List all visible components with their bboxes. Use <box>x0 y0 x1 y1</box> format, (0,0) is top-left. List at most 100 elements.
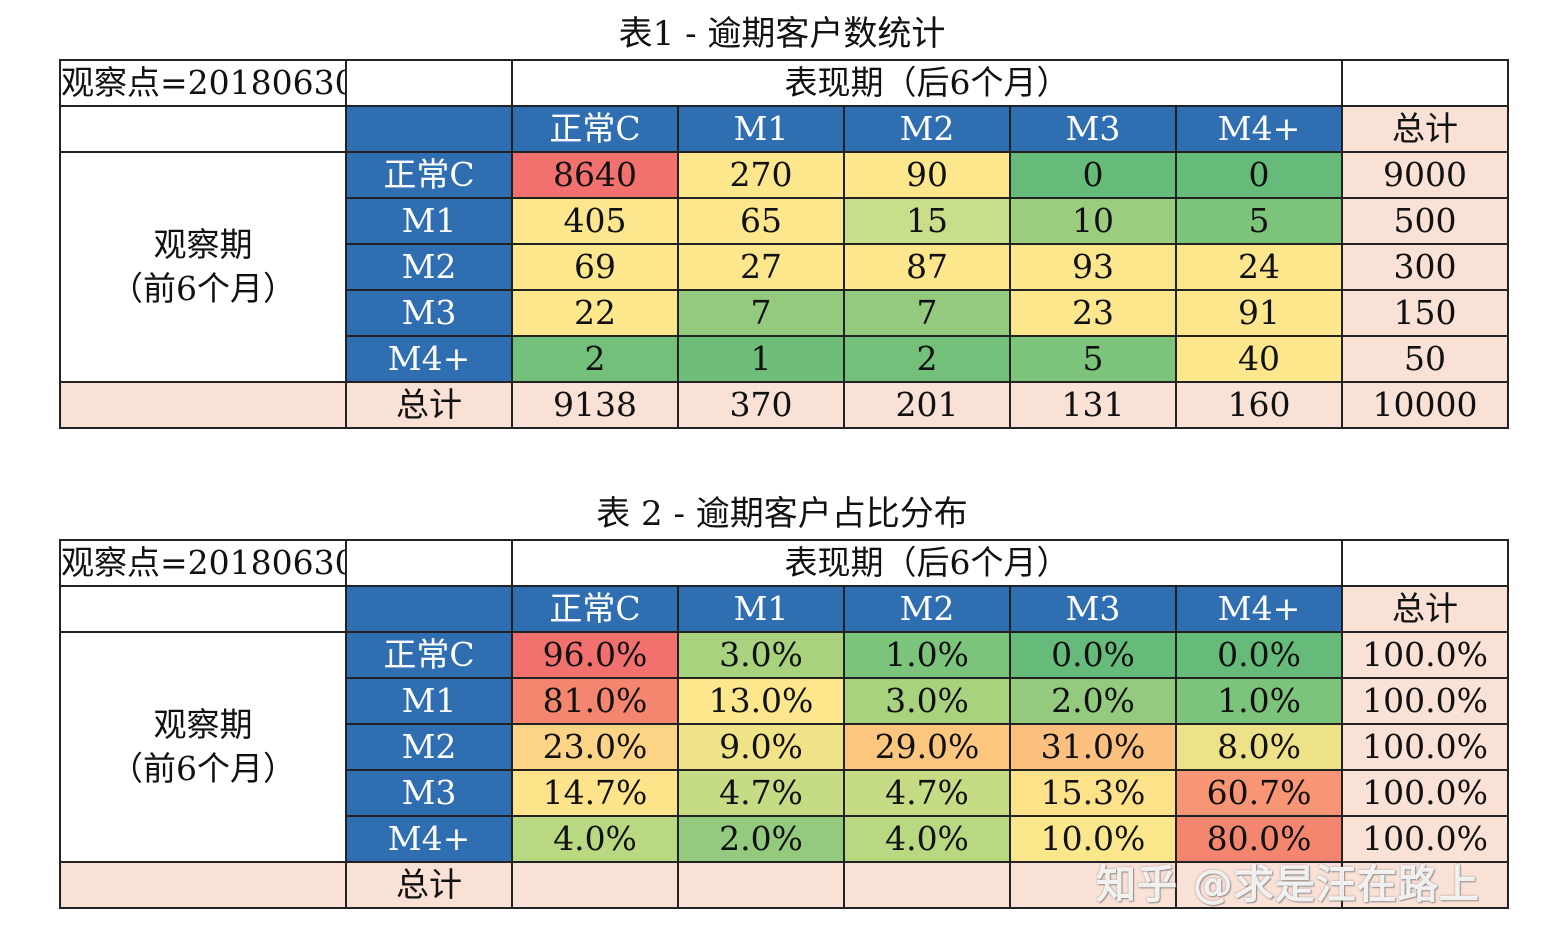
column-header-row: 正常C M1 M2 M3 M4+ 总计 <box>59 585 1510 633</box>
row-total-cell: 500 <box>1341 197 1510 245</box>
table2-title: 表 2 - 逾期客户占比分布 <box>596 494 968 534</box>
empty-cell <box>345 59 513 107</box>
row-header: 正常C <box>345 631 513 679</box>
matrix-cell: 31.0% <box>1009 723 1177 771</box>
matrix-cell: 22 <box>511 289 679 337</box>
empty-cell <box>1341 59 1510 107</box>
matrix-cell: 90 <box>843 151 1011 199</box>
row-header: M2 <box>345 723 513 771</box>
column-header: 正常C <box>511 105 679 153</box>
matrix-cell: 80.0% <box>1174 815 1344 863</box>
column-header-row: 正常C M1 M2 M3 M4+ 总计 <box>59 105 1510 153</box>
row-total-cell: 100.0% <box>1341 723 1510 771</box>
table-row: M3 14.7% 4.7% 4.7% 15.3% 60.7% 100.0% <box>60 769 1510 817</box>
matrix-cell: 1.0% <box>843 631 1011 679</box>
matrix-cell: 40 <box>1174 335 1344 383</box>
column-header: 正常C <box>511 585 679 633</box>
performance-period-label: 表现期（后6个月） <box>510 539 1344 587</box>
matrix-cell: 4.0% <box>843 815 1011 863</box>
matrix-cell: 0.0% <box>1009 631 1177 679</box>
matrix-cell: 65 <box>677 197 845 245</box>
observation-period-range: （前6个月） <box>110 269 296 308</box>
column-header: M3 <box>1009 105 1177 153</box>
matrix-cell: 5 <box>1174 197 1344 245</box>
matrix-cell: 3.0% <box>843 677 1011 725</box>
total-row-label: 总计 <box>345 381 513 429</box>
column-total-cell <box>1341 861 1510 909</box>
column-header: M1 <box>677 585 845 633</box>
row-total-cell: 100.0% <box>1341 815 1510 863</box>
column-header: M4+ <box>1174 585 1344 633</box>
matrix-cell: 7 <box>843 289 1011 337</box>
row-header: M4+ <box>345 335 513 383</box>
matrix-cell: 10 <box>1009 197 1177 245</box>
table-row: M2 69 27 87 93 24 300 <box>60 243 1510 291</box>
total-row-label: 总计 <box>345 861 513 909</box>
zhihu-watermark: 知乎 @求是汪在路上 <box>1096 862 1480 908</box>
matrix-cell: 1.0% <box>1174 677 1344 725</box>
matrix-cell: 2 <box>511 335 679 383</box>
column-total-cell: 10000 <box>1341 381 1510 429</box>
empty-cell <box>59 381 347 429</box>
row-total-cell: 100.0% <box>1341 677 1510 725</box>
column-total-cell <box>1009 861 1177 909</box>
matrix-cell: 1 <box>677 335 845 383</box>
table-row: M2 23.0% 9.0% 29.0% 31.0% 8.0% 100.0% <box>60 723 1510 771</box>
period-header-row: 观察点=20180630 表现期（后6个月） <box>59 59 1510 107</box>
total-row: 总计 9138 370 201 131 160 10000 <box>59 381 1510 429</box>
matrix-cell: 24 <box>1174 243 1344 291</box>
matrix-cell: 23.0% <box>511 723 679 771</box>
column-header-total: 总计 <box>1341 585 1510 633</box>
row-total-cell: 50 <box>1341 335 1510 383</box>
row-header: M4+ <box>345 815 513 863</box>
column-header: M1 <box>677 105 845 153</box>
empty-header-cell <box>345 105 513 153</box>
row-total-cell: 9000 <box>1341 151 1510 199</box>
table1-title: 表1 - 逾期客户数统计 <box>618 14 946 54</box>
observation-point-label: 观察点=20180630 <box>59 539 347 587</box>
empty-cell <box>345 539 513 587</box>
overdue-ratio-table: 观察点=20180630 表现期（后6个月） 正常C M1 M2 M3 M4+ 总计 观察期 （前… <box>59 539 1510 909</box>
row-header: M1 <box>345 677 513 725</box>
column-header: M3 <box>1009 585 1177 633</box>
matrix-cell: 4.7% <box>677 769 845 817</box>
matrix-cell: 3.0% <box>677 631 845 679</box>
row-total-cell: 150 <box>1341 289 1510 337</box>
matrix-cell: 5 <box>1009 335 1177 383</box>
matrix-cell: 13.0% <box>677 677 845 725</box>
matrix-cell: 14.7% <box>511 769 679 817</box>
matrix-cell: 0 <box>1174 151 1344 199</box>
column-header: M2 <box>843 585 1011 633</box>
matrix-cell: 7 <box>677 289 845 337</box>
row-header: M1 <box>345 197 513 245</box>
row-total-cell: 100.0% <box>1341 631 1510 679</box>
column-total-cell: 201 <box>843 381 1011 429</box>
period-header-row: 观察点=20180630 表现期（后6个月） <box>59 539 1510 587</box>
matrix-cell: 8640 <box>511 151 679 199</box>
observation-period-title: 观察期 <box>153 225 253 264</box>
empty-cell <box>59 861 347 909</box>
matrix-cell: 87 <box>843 243 1011 291</box>
row-header: M2 <box>345 243 513 291</box>
matrix-cell: 69 <box>511 243 679 291</box>
matrix-cell: 405 <box>511 197 679 245</box>
column-total-cell <box>843 861 1011 909</box>
matrix-cell: 8.0% <box>1174 723 1344 771</box>
table-row: M4+ 4.0% 2.0% 4.0% 10.0% 80.0% 100.0% <box>60 815 1510 863</box>
overdue-count-table: 观察点=20180630 表现期（后6个月） 正常C M1 M2 M3 M4+ 总计 观察期 （前… <box>59 59 1510 429</box>
matrix-cell: 0.0% <box>1174 631 1344 679</box>
column-total-cell: 9138 <box>511 381 679 429</box>
column-header: M4+ <box>1174 105 1344 153</box>
row-header: M3 <box>345 289 513 337</box>
row-header: M3 <box>345 769 513 817</box>
matrix-cell: 4.0% <box>511 815 679 863</box>
matrix-cell: 29.0% <box>843 723 1011 771</box>
column-total-cell: 131 <box>1009 381 1177 429</box>
empty-header-cell <box>345 585 513 633</box>
column-total-cell: 370 <box>677 381 845 429</box>
matrix-cell: 9.0% <box>677 723 845 771</box>
observation-period-label: 观察期 （前6个月） <box>59 631 347 863</box>
matrix-cell: 10.0% <box>1009 815 1177 863</box>
row-total-cell: 300 <box>1341 243 1510 291</box>
matrix-cell: 270 <box>677 151 845 199</box>
